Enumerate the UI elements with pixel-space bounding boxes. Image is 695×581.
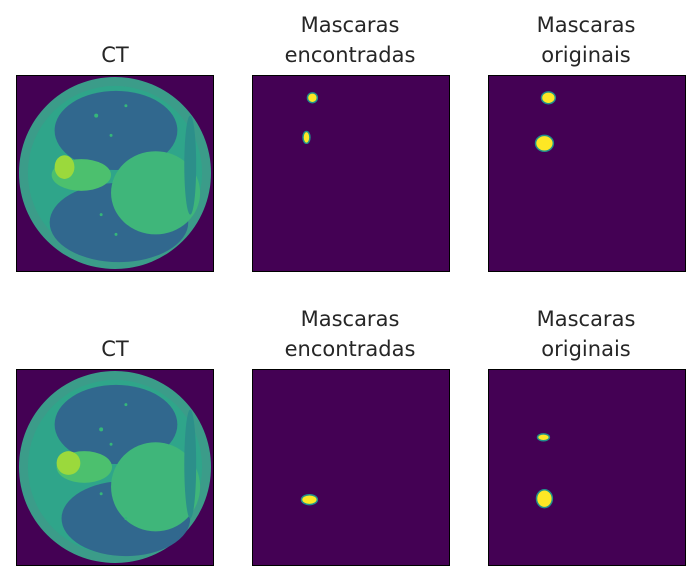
- ct-scan-graphic: [17, 76, 213, 271]
- panel-title-original-masks-row1: Mascaras originais: [536, 13, 636, 67]
- found-mask-row2: [252, 369, 450, 566]
- panel-title-found-masks-row2: Mascaras encontradas: [284, 307, 416, 361]
- original-mask-row1: [488, 75, 686, 272]
- panel-title-ct-row2: CT: [101, 337, 129, 361]
- found-mask-row1: [252, 75, 450, 272]
- original-mask-graphic: [489, 76, 685, 271]
- found-mask-graphic: [253, 370, 449, 565]
- panel-title-original-masks-row2: Mascaras originais: [536, 307, 636, 361]
- ct-image-row1: [16, 75, 214, 272]
- panel-title-found-masks-row1: Mascaras encontradas: [284, 13, 416, 67]
- original-mask-row2: [488, 369, 686, 566]
- found-mask-graphic: [253, 76, 449, 271]
- panel-title-ct-row1: CT: [101, 43, 129, 67]
- original-mask-graphic: [489, 370, 685, 565]
- ct-scan-graphic: [17, 370, 213, 565]
- ct-image-row2: [16, 369, 214, 566]
